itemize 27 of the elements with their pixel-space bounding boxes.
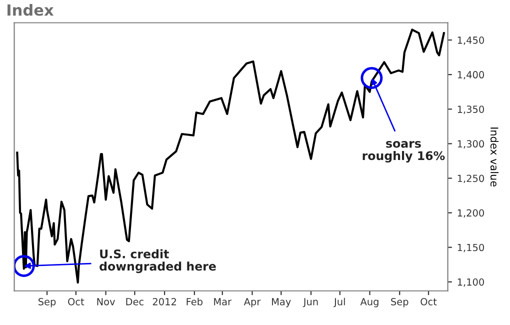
y-tick-label: 1,150 — [458, 244, 484, 252]
annotation: soars roughly 16% — [362, 141, 445, 163]
x-tick-label: May — [272, 298, 291, 308]
y-tick-label: 1,300 — [458, 140, 484, 149]
x-tick-label: Oct — [68, 298, 84, 306]
x-tick-label: Apr — [244, 298, 261, 308]
y-tick-label: 1,450 — [458, 36, 484, 45]
x-tick-label: Mar — [214, 298, 232, 306]
x-tick-label: Jun — [302, 298, 318, 308]
x-tick-label: Feb — [186, 298, 202, 306]
line-series — [16, 28, 445, 284]
x-tick-label: 2012 — [152, 298, 176, 306]
x-tick-label: Sep — [391, 298, 408, 308]
y-tick-label: 1,350 — [458, 106, 484, 114]
x-tick-label: Aug — [360, 298, 378, 308]
x-tick-label: Nov — [97, 298, 115, 306]
y-tick-label: 1,400 — [458, 71, 484, 80]
y-axis-title: Index value — [490, 128, 499, 186]
x-tick-label: Sep — [38, 298, 56, 308]
y-tick-label: 1,250 — [458, 174, 484, 184]
y-tick-label: 1,100 — [458, 278, 484, 287]
annotation: U.S. credit downgraded here — [100, 249, 216, 274]
x-tick-label: Dec — [126, 298, 144, 306]
x-tick-label: Jul — [334, 298, 345, 308]
chart-title: Index — [8, 4, 54, 16]
y-tick-label: 1,200 — [458, 209, 484, 218]
x-tick-label: Oct — [420, 298, 437, 306]
